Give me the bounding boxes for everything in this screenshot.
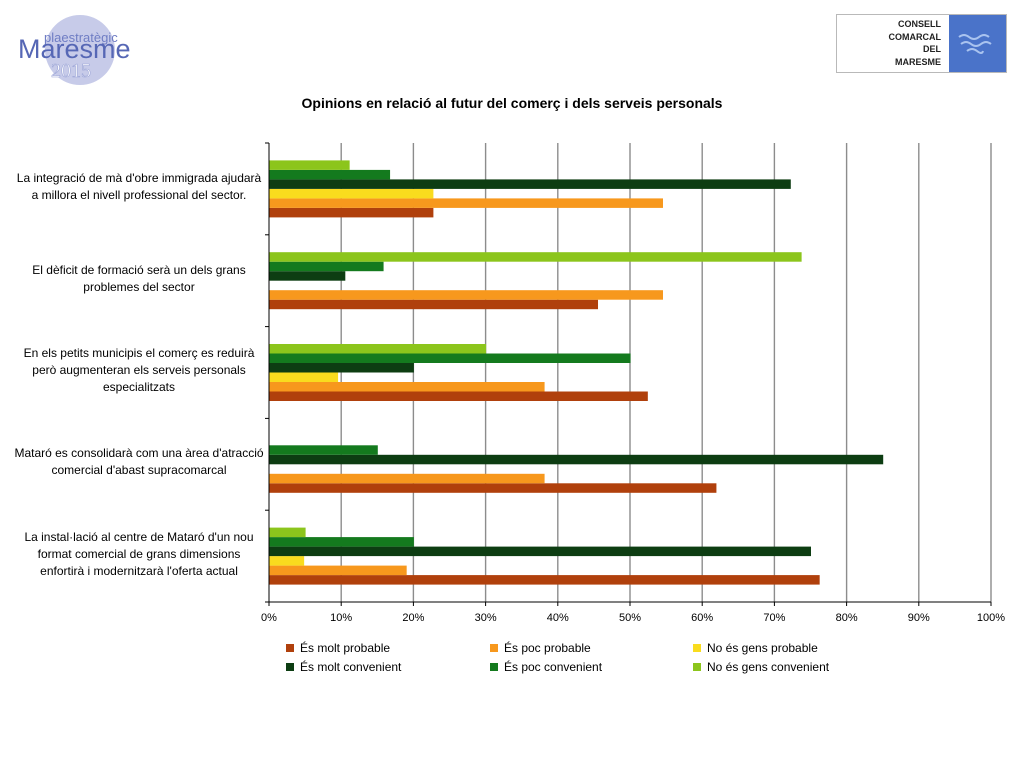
x-tick-label: 50% bbox=[618, 612, 642, 624]
x-tick-label: 40% bbox=[546, 612, 569, 624]
bar bbox=[269, 473, 545, 484]
x-tick-label: 20% bbox=[402, 612, 425, 624]
legend-item: És poc convenient bbox=[490, 659, 602, 675]
x-tick-label: 80% bbox=[835, 612, 858, 624]
legend-label: No és gens probable bbox=[707, 641, 818, 655]
category-label: En els petits municipis el comerç es red… bbox=[23, 346, 255, 394]
legend-label: És poc convenient bbox=[504, 660, 603, 674]
bar bbox=[269, 391, 648, 401]
category-label: El dèficit de formació serà un dels gran… bbox=[32, 262, 246, 294]
legend-label: És molt convenient bbox=[300, 660, 402, 674]
bar bbox=[269, 372, 339, 382]
bar bbox=[269, 527, 306, 538]
x-tick-label: 100% bbox=[976, 612, 1006, 624]
category-label: La integració de mà d'obre immigrada aju… bbox=[16, 170, 262, 202]
bar bbox=[269, 207, 434, 218]
logo-right-line: DEL bbox=[923, 44, 941, 54]
logo-line2: Maresme bbox=[18, 34, 131, 64]
legend-item: No és gens probable bbox=[693, 640, 818, 656]
category-label: La instal·lació al centre de Mataró d'un… bbox=[24, 529, 254, 578]
bar bbox=[269, 188, 434, 199]
x-tick-label: 0% bbox=[261, 612, 277, 624]
legend-label: És molt probable bbox=[300, 641, 391, 655]
bar bbox=[269, 565, 407, 576]
legend-swatch bbox=[490, 663, 498, 671]
logo-right-line: COMARCAL bbox=[888, 31, 942, 42]
bar bbox=[269, 382, 545, 392]
logo-line3: 2015 bbox=[51, 60, 91, 82]
bar bbox=[269, 454, 884, 465]
logo-right-line: CONSELL bbox=[897, 19, 941, 29]
legend-swatch bbox=[693, 644, 701, 652]
logo-right-line: MARESME bbox=[894, 56, 941, 67]
bar bbox=[269, 271, 346, 281]
bar bbox=[269, 290, 663, 300]
bar bbox=[269, 445, 378, 455]
bar bbox=[269, 261, 384, 272]
waves-icon bbox=[949, 15, 1006, 72]
bar bbox=[269, 575, 820, 585]
legend-item: És poc probable bbox=[490, 640, 591, 656]
plaestrategic-logo: plaestratègic Maresme 2015 bbox=[18, 15, 131, 85]
bar bbox=[269, 160, 350, 170]
bar bbox=[269, 353, 631, 363]
logo-line1: plaestratègic bbox=[44, 30, 118, 45]
consell-comarcal-text: CONSELL COMARCAL DEL MARESME bbox=[837, 18, 947, 68]
legend-label: No és gens convenient bbox=[707, 660, 830, 674]
bar bbox=[269, 546, 811, 557]
bar bbox=[269, 169, 391, 180]
legend-item: És molt probable bbox=[286, 640, 390, 656]
bar bbox=[269, 363, 414, 373]
bar bbox=[269, 299, 599, 310]
x-tick-label: 60% bbox=[691, 612, 714, 624]
bar bbox=[269, 252, 802, 262]
x-tick-label: 30% bbox=[474, 612, 497, 624]
legend-swatch bbox=[693, 663, 701, 671]
legend-item: És molt convenient bbox=[286, 659, 401, 675]
legend-label: És poc probable bbox=[504, 641, 591, 655]
bar bbox=[269, 198, 663, 208]
legend-swatch bbox=[286, 644, 294, 652]
bar bbox=[269, 556, 305, 566]
consell-comarcal-logo: CONSELL COMARCAL DEL MARESME bbox=[836, 14, 1007, 73]
bar bbox=[269, 537, 414, 547]
x-tick-label: 70% bbox=[763, 612, 786, 624]
x-tick-label: 90% bbox=[907, 612, 930, 624]
chart-title: Opinions en relació al futur del comerç … bbox=[301, 95, 723, 111]
x-tick-label: 10% bbox=[330, 612, 353, 624]
category-label: Mataró es consolidarà com una àrea d'atr… bbox=[14, 446, 264, 478]
bar bbox=[269, 179, 791, 189]
legend-swatch bbox=[490, 644, 498, 652]
bar bbox=[269, 483, 717, 493]
legend-swatch bbox=[286, 663, 294, 671]
bar bbox=[269, 344, 487, 354]
legend-item: No és gens convenient bbox=[693, 659, 829, 675]
